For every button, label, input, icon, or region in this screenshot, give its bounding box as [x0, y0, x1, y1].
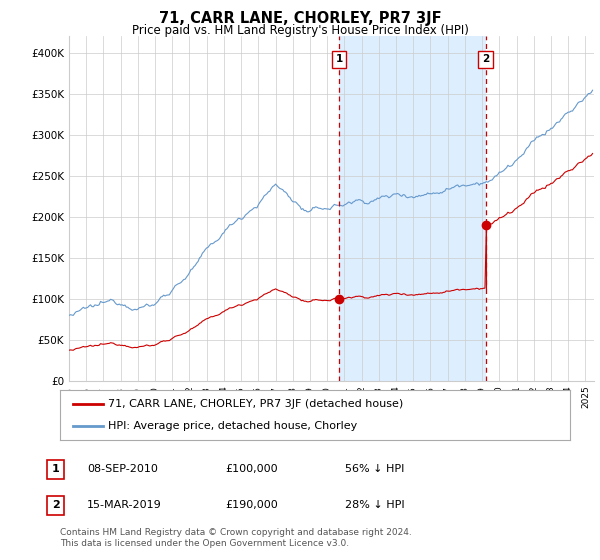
Text: 71, CARR LANE, CHORLEY, PR7 3JF: 71, CARR LANE, CHORLEY, PR7 3JF: [158, 11, 442, 26]
Text: 08-SEP-2010: 08-SEP-2010: [87, 464, 158, 474]
Bar: [339, 36, 486, 381]
Text: £190,000: £190,000: [225, 500, 278, 510]
Text: Price paid vs. HM Land Registry's House Price Index (HPI): Price paid vs. HM Land Registry's House …: [131, 24, 469, 36]
Text: 1: 1: [52, 464, 59, 474]
Text: £100,000: £100,000: [225, 464, 278, 474]
Text: 2: 2: [52, 500, 59, 510]
Text: 56% ↓ HPI: 56% ↓ HPI: [345, 464, 404, 474]
Text: 71, CARR LANE, CHORLEY, PR7 3JF (detached house): 71, CARR LANE, CHORLEY, PR7 3JF (detache…: [109, 399, 404, 409]
Text: 1: 1: [335, 54, 343, 64]
Text: HPI: Average price, detached house, Chorley: HPI: Average price, detached house, Chor…: [109, 421, 358, 431]
Text: 15-MAR-2019: 15-MAR-2019: [87, 500, 162, 510]
Text: 2: 2: [482, 54, 490, 64]
Text: 28% ↓ HPI: 28% ↓ HPI: [345, 500, 404, 510]
Text: Contains HM Land Registry data © Crown copyright and database right 2024.
This d: Contains HM Land Registry data © Crown c…: [60, 528, 412, 548]
